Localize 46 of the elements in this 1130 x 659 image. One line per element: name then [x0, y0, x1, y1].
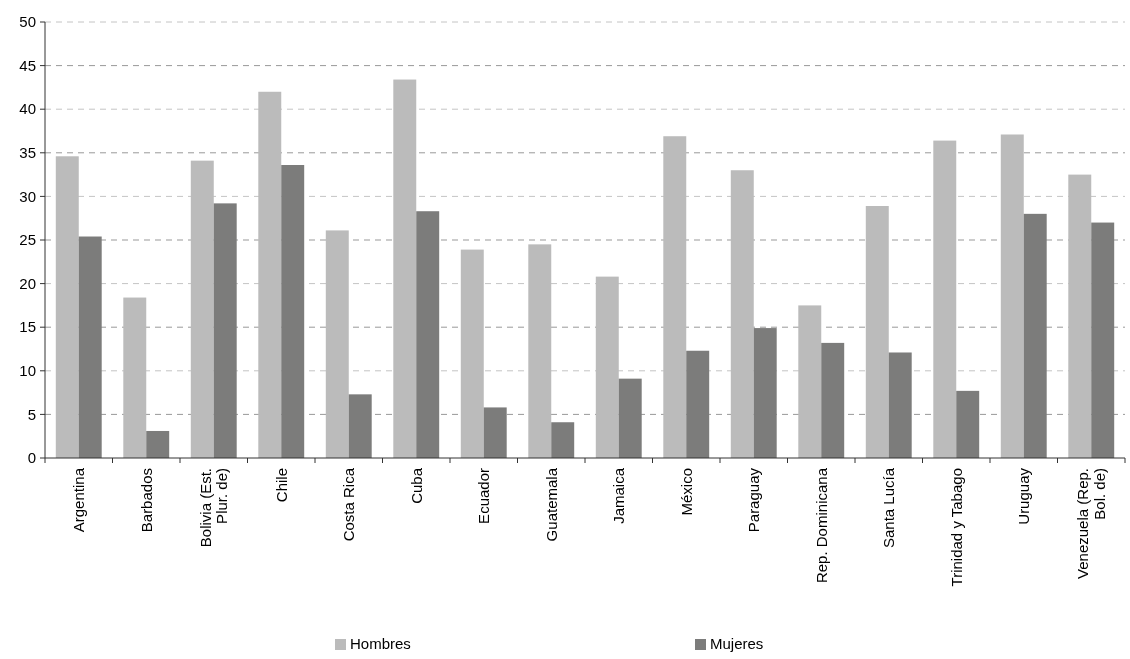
y-tick-label: 10: [19, 362, 36, 380]
y-tick-label: 45: [19, 56, 36, 74]
x-tick-label: Jamaica: [610, 467, 627, 524]
bar: [956, 390, 980, 458]
x-tick-label: Bolivia (Est. Plur. de): [196, 468, 231, 548]
x-tick-label: Cuba: [407, 467, 425, 504]
y-tick-label: 20: [19, 274, 36, 292]
bar: [1091, 222, 1115, 458]
bar: [416, 211, 440, 458]
y-tick-label: 15: [19, 318, 36, 336]
bar: [686, 350, 710, 458]
bar: [821, 342, 845, 458]
x-tick-label: Costa Rica: [340, 467, 357, 542]
x-tick-label: Ecuador: [475, 468, 492, 524]
bar: [483, 407, 507, 458]
x-tick-label: Argentina: [70, 467, 87, 533]
x-tick-label: Uruguay: [1015, 467, 1032, 525]
x-tick-label: Santa Lucía: [880, 467, 897, 549]
bar: [888, 352, 912, 458]
x-tick-label: Trinidad y Tabago: [947, 468, 965, 587]
bar: [618, 378, 642, 458]
bar: [753, 328, 777, 458]
y-tick-label: 50: [19, 13, 36, 31]
x-tick-label: Chile: [272, 468, 290, 503]
bar: [213, 203, 237, 458]
bar: [78, 236, 102, 458]
x-tick-label: Guatemala: [542, 467, 560, 542]
x-tick-label: México: [677, 468, 695, 516]
bar: [1023, 213, 1047, 458]
y-tick-label: 40: [19, 100, 36, 118]
x-tick-label: Barbados: [137, 468, 155, 533]
bar: [281, 165, 305, 458]
x-tick-label: Rep. Dominicana: [812, 467, 830, 584]
y-tick-label: 25: [19, 231, 36, 249]
legend-label: Hombres: [350, 635, 411, 652]
bar: [348, 394, 372, 458]
bar: [551, 422, 575, 458]
x-tick-label: Paraguay: [745, 467, 762, 533]
y-tick-label: 30: [19, 187, 36, 205]
x-tick-label: Venezuela (Rep. Bol. de): [1074, 468, 1108, 579]
legend-label: Mujeres: [710, 635, 764, 652]
bar: [933, 140, 957, 458]
bar: [146, 430, 170, 458]
y-tick-label: 35: [19, 144, 36, 162]
y-tick-label: 0: [27, 449, 36, 467]
y-tick-label: 5: [27, 405, 36, 423]
